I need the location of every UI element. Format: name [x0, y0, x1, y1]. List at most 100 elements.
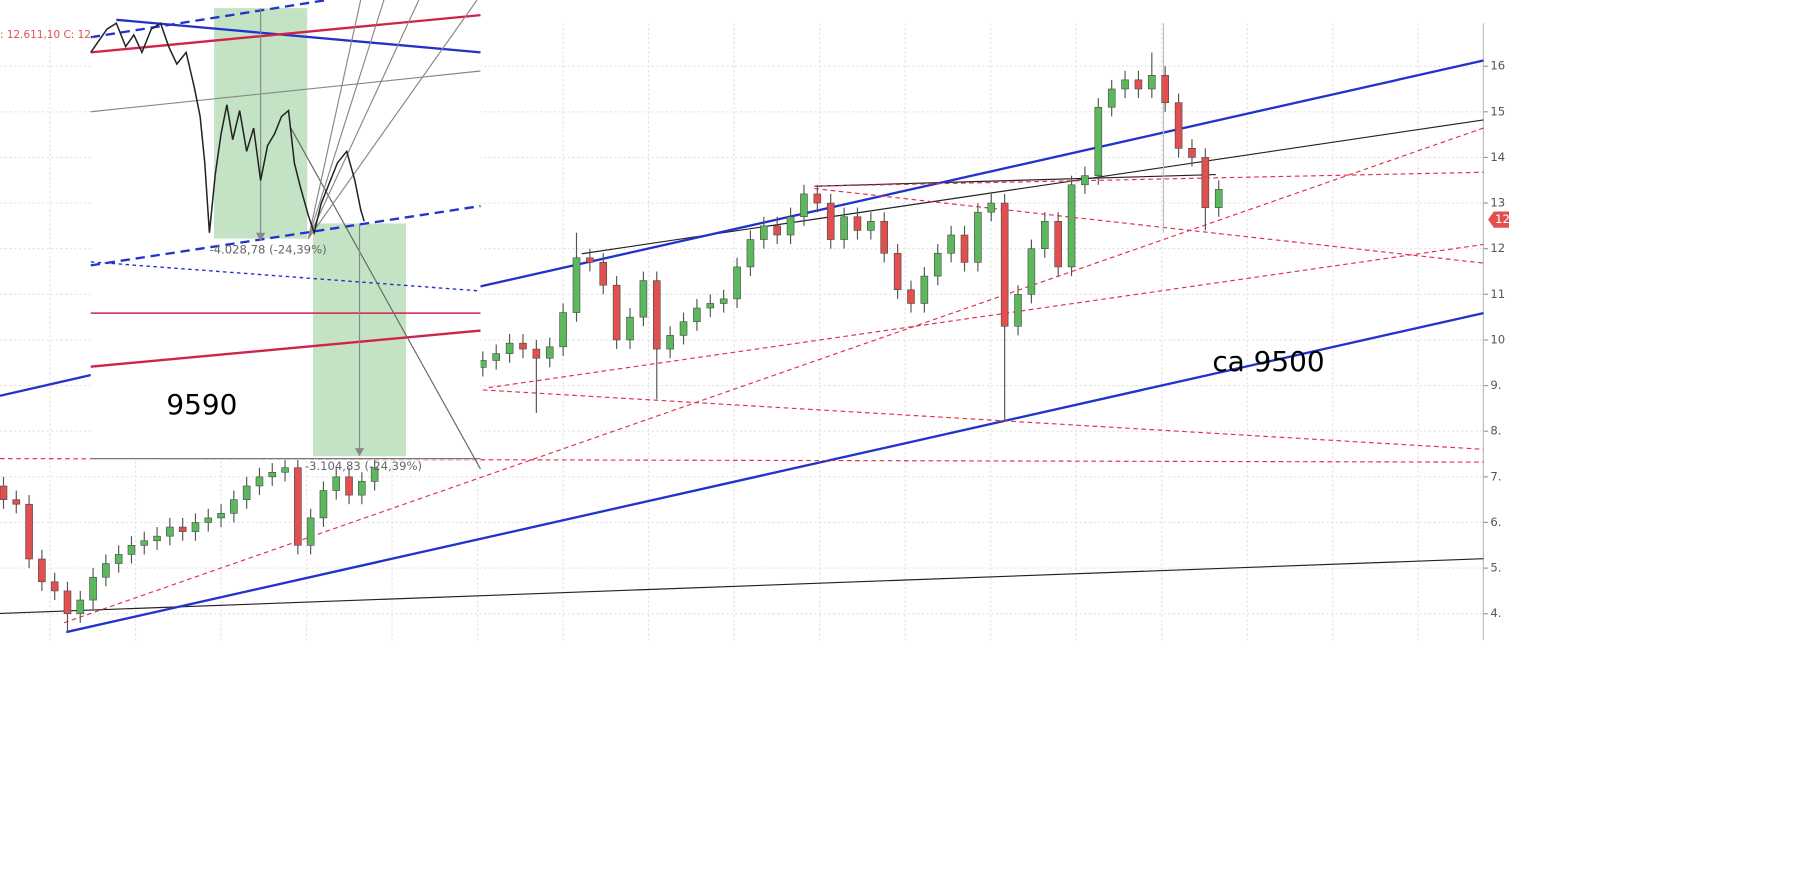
trend-line [814, 187, 1484, 264]
candle-body [733, 266, 741, 300]
candle-body [893, 252, 902, 291]
candle-body [76, 599, 85, 615]
fan-line [307, 0, 420, 239]
fan-line [307, 0, 385, 239]
candle-body [586, 257, 594, 263]
candle-body [773, 225, 781, 236]
candle-body [114, 554, 123, 564]
y-tick-label: 15 [1490, 104, 1505, 118]
candle-body [1014, 294, 1022, 327]
candle-body [1081, 175, 1089, 186]
y-tick-label: 5. [1490, 561, 1501, 575]
candle-body [1107, 88, 1116, 108]
candle-body [319, 490, 328, 519]
measure-label: -4.028,78 (-24,39%) [209, 243, 326, 257]
candle-body [1188, 148, 1196, 158]
inset-price-line [90, 22, 365, 236]
candle-body [639, 280, 648, 318]
candle-body [268, 471, 277, 478]
candle-body [679, 321, 688, 336]
y-tick-label: 10 [1490, 332, 1505, 346]
fan-line [307, 0, 478, 239]
candle-body [880, 221, 889, 254]
y-tick-label: 12 [1490, 241, 1505, 255]
arrow-head [354, 448, 365, 457]
candle-body [358, 481, 366, 496]
candle-body [987, 202, 996, 213]
y-tick-label: 13 [1490, 196, 1505, 210]
candle-body [813, 193, 822, 204]
candle-body [25, 503, 33, 560]
candle-body [1161, 75, 1169, 103]
candle-body [332, 476, 341, 491]
candle-body [153, 535, 161, 542]
candle-body [532, 348, 541, 359]
candle-body [652, 280, 661, 350]
candle-body [166, 526, 174, 537]
trend-line [116, 18, 481, 54]
candle-body [89, 576, 97, 601]
y-tick-label: 6. [1490, 515, 1501, 529]
candle-body [760, 225, 768, 240]
candle-body [1094, 106, 1103, 176]
candle-body [1174, 102, 1183, 149]
candle-body [230, 499, 238, 514]
candle-body [867, 221, 875, 231]
trend-line [488, 243, 1484, 389]
y-tick-label: 8. [1490, 424, 1501, 438]
trend-line [90, 13, 481, 54]
candle-body [242, 485, 251, 500]
candle-body [693, 307, 701, 322]
candle-body [63, 590, 72, 615]
trend-line [90, 70, 481, 113]
candle-body [1148, 75, 1156, 90]
candle-body [492, 353, 500, 361]
candle-body [519, 342, 527, 350]
candle-body [1134, 79, 1143, 90]
candle-body [1067, 184, 1076, 268]
candle-body [920, 275, 929, 304]
trend-line [90, 204, 481, 267]
trend-line [581, 119, 1484, 255]
candle-body [1201, 157, 1210, 208]
candle-body [947, 234, 955, 254]
candle-body [38, 558, 46, 583]
candle-body [1027, 248, 1036, 295]
price-marker-label: 12 [1495, 212, 1510, 226]
candle-body [666, 335, 674, 350]
candle-body [907, 289, 915, 304]
candle-body [306, 517, 315, 546]
candle-body [255, 476, 264, 487]
candle-body [204, 517, 213, 523]
candle-body [933, 252, 942, 277]
price-marker [1488, 211, 1510, 228]
candle-body [800, 193, 808, 218]
candle-body [1214, 189, 1223, 208]
candle-body [974, 211, 982, 263]
inset-chart: -4.028,78 (-24,39%) -3.104,83 (-24,39%) … [90, 0, 482, 473]
candle-body [706, 303, 715, 309]
candle-body [1041, 221, 1049, 249]
annotation: 9590 [166, 388, 237, 421]
trend-line [290, 127, 482, 470]
candle-body [370, 467, 379, 482]
annotation: ca 9500 [1212, 345, 1324, 378]
candle-body [746, 239, 755, 268]
candle-body [294, 467, 302, 546]
candle-body [1121, 79, 1129, 90]
candle-body [559, 312, 567, 348]
candle-body [140, 540, 149, 546]
candle-body [178, 526, 187, 532]
y-tick-label: 4. [1490, 606, 1501, 620]
candle-body [505, 342, 514, 354]
chart-area: 16 15 14 13 12 11 10 9. 8. 7. 6. 5. 4. 12 [0, 23, 1510, 641]
trend-line [90, 261, 481, 292]
fan-line [307, 0, 362, 239]
candle-body [281, 467, 289, 473]
candle-body [612, 284, 621, 341]
candle-body [599, 262, 608, 286]
candle-body [102, 563, 110, 578]
trend-line [480, 59, 1484, 288]
trend-line [482, 389, 1484, 450]
